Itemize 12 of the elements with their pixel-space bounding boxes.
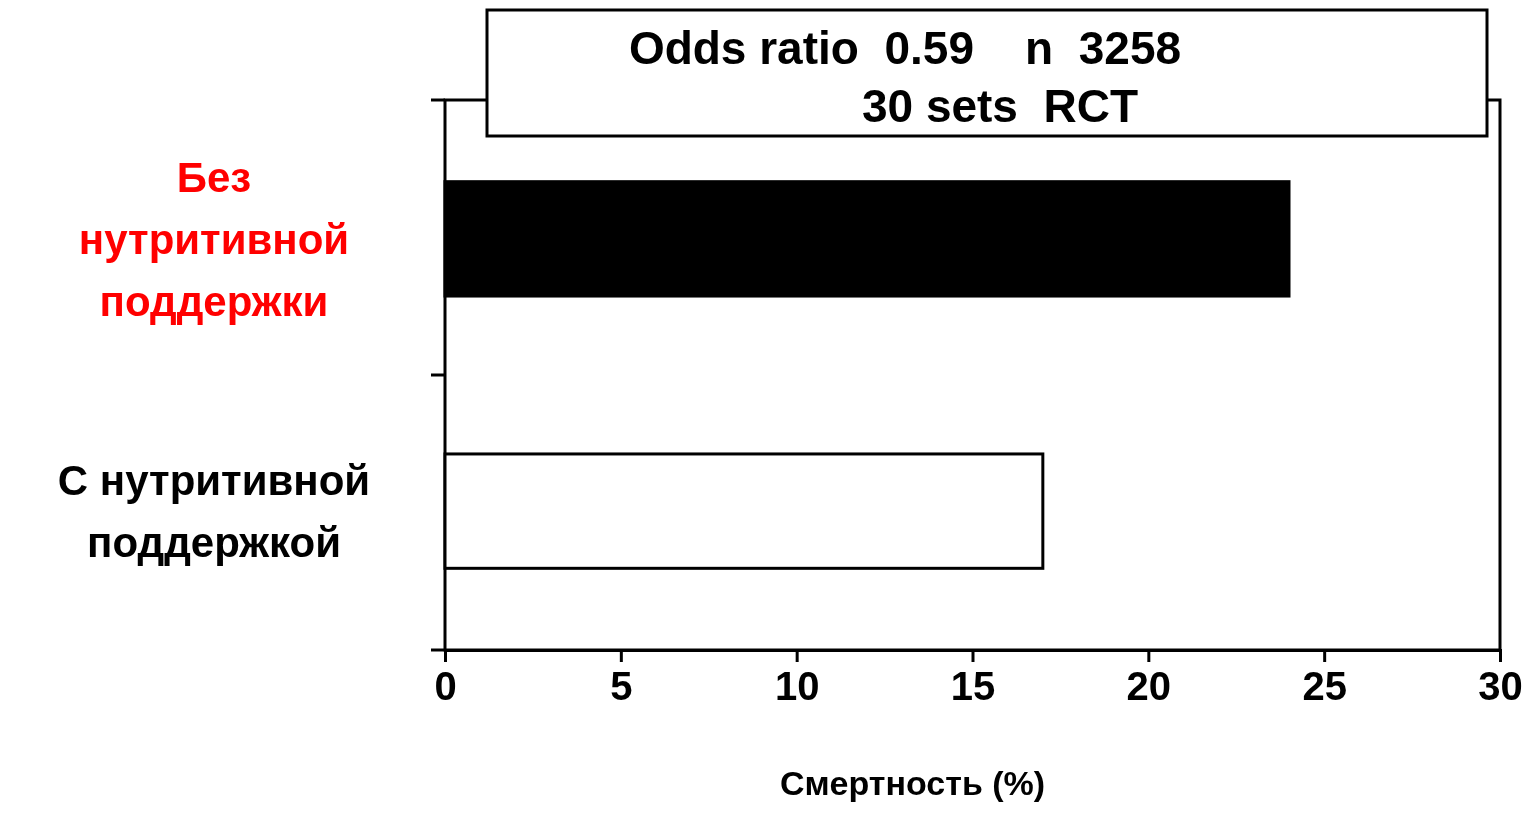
x-axis-title: Смертность (%) — [779, 764, 1046, 802]
x-tick-label: 30 — [1478, 664, 1523, 709]
y-tick-label: Без нутритивной поддержки — [78, 153, 350, 325]
y-tick-label: С нутритивной поддержкой — [57, 456, 371, 566]
x-tick-label: 20 — [1126, 664, 1172, 709]
annotation: 30 sets RCT — [861, 80, 1139, 133]
x-tick-label: 15 — [950, 664, 996, 709]
text: Odds ratio 0.59 n 3258 — [628, 22, 1182, 75]
x-tick-label: 25 — [1302, 664, 1347, 709]
x-tick-label: 10 — [774, 664, 820, 709]
x-tick-label: 0 — [434, 664, 457, 709]
x-tick-label: 5 — [610, 664, 633, 709]
